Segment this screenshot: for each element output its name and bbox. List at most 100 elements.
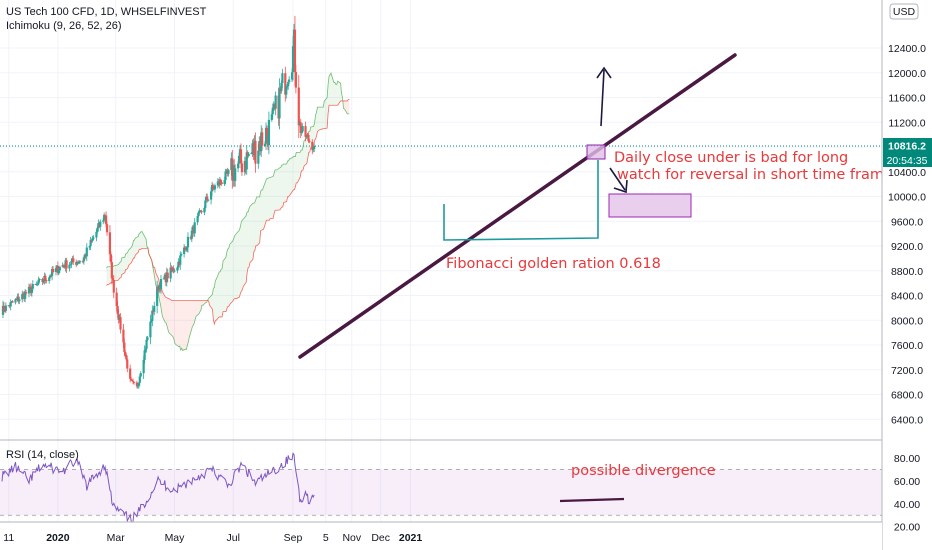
candle-body (257, 150, 260, 164)
cloud-segment (281, 165, 283, 208)
countdown-value: 20:54:35 (887, 155, 928, 167)
candle-body (144, 348, 147, 351)
cloud-segment (125, 253, 127, 270)
candle-body (125, 354, 128, 360)
time-tick-label: 5 (323, 532, 329, 544)
candle-body (207, 199, 210, 201)
cloud-segment (209, 294, 213, 310)
candle-body (285, 87, 288, 95)
cloud-segment (309, 127, 311, 153)
cloud-segment (195, 300, 197, 320)
cloud-segment (249, 206, 251, 267)
cloud-segment (301, 150, 303, 172)
price-grid (0, 0, 882, 522)
candle-body (240, 163, 244, 173)
cloud-segment (268, 177, 270, 221)
annotation-daily-close: Daily close under is bad for long (614, 150, 848, 166)
ichimoku-cloud (106, 72, 350, 352)
time-tick-label: 11 (3, 532, 14, 544)
candle-body (88, 246, 91, 248)
cloud-segment (316, 107, 318, 137)
time-tick-label: May (165, 532, 186, 544)
candle-body (223, 180, 226, 185)
price-tick-label: 9600.0 (891, 216, 923, 228)
cloud-segment (108, 266, 112, 285)
instrument-title[interactable]: US Tech 100 CFD, 1D, WHSELFINVEST (6, 6, 207, 18)
cloud-segment (172, 300, 174, 340)
annotation-fibonacci: Fibonacci golden ration 0.618 (446, 256, 661, 272)
cloud-segment (315, 112, 317, 139)
candle-body (69, 264, 72, 266)
cloud-segment (288, 158, 290, 197)
cloud-segment (324, 97, 328, 129)
price-tick-label: 6400.0 (891, 414, 923, 426)
candle-body (281, 73, 284, 84)
candle-body (224, 171, 227, 181)
candle-body (57, 270, 60, 274)
candle-body (294, 71, 297, 88)
candle-body (287, 81, 290, 87)
cloud-segment (279, 167, 281, 210)
cloud-segment (348, 99, 350, 114)
candle-body (119, 317, 122, 330)
cloud-segment (219, 271, 221, 317)
candle-body (4, 305, 7, 311)
cloud-segment (246, 211, 248, 283)
rsi-series (1, 452, 625, 525)
cloud-segment (215, 279, 217, 321)
candle-body (105, 224, 109, 233)
candle-body (51, 269, 55, 272)
cloud-segment (182, 300, 186, 351)
cloud-segment (134, 237, 136, 259)
cloud-segment (293, 156, 295, 190)
cloud-segment (242, 219, 244, 290)
candle-body (180, 254, 183, 256)
rsi-tick-label: 40.00 (894, 499, 920, 511)
cloud-segment (276, 169, 278, 211)
candle-body (261, 132, 264, 146)
candle-body (76, 262, 79, 265)
candle-body (138, 376, 141, 383)
cloud-segment (236, 230, 240, 299)
candle-body (51, 269, 54, 277)
candle-body (218, 179, 221, 186)
rsi-legend[interactable]: RSI (14, close) (6, 449, 79, 461)
candle-body (89, 239, 92, 247)
currency-badge[interactable] (889, 3, 919, 20)
candle-body (210, 191, 213, 200)
cloud-segment (255, 196, 257, 246)
cloud-segment (128, 247, 132, 266)
price-axis-labels: 6400.0 6800.0 7200.0 7600.0 8000.0 8400.0 8800… (888, 43, 926, 426)
candle-body (271, 107, 274, 115)
candle-body (137, 382, 140, 386)
candle-body (3, 310, 6, 312)
cloud-segment (121, 257, 125, 275)
candle-body (54, 268, 58, 272)
candle-body (162, 278, 165, 280)
candle-body (153, 305, 156, 312)
candle-body (278, 88, 281, 119)
cloud-segment (330, 73, 331, 106)
candle-body (126, 359, 129, 369)
candle-body (313, 145, 316, 150)
cloud-segment (225, 251, 227, 312)
candle-body (112, 280, 115, 293)
candle-body (197, 212, 200, 217)
indicator-legend[interactable]: Ichimoku (9, 26, 52, 26) (6, 20, 122, 32)
price-axis[interactable] (882, 0, 932, 550)
candle-body (200, 210, 203, 213)
candle-body (36, 283, 39, 285)
candle-body (78, 261, 82, 263)
cloud-segment (303, 140, 304, 171)
candle-body (24, 292, 28, 294)
cloud-segment (201, 300, 203, 306)
price-tick-label: 12400.0 (888, 43, 926, 55)
cloud-segment (171, 300, 173, 337)
trendline (298, 53, 737, 359)
cloud-segment (256, 196, 260, 246)
cloud-segment (275, 169, 277, 211)
candle-body (237, 155, 241, 164)
candle-body (190, 230, 193, 239)
time-axis[interactable] (0, 522, 882, 550)
